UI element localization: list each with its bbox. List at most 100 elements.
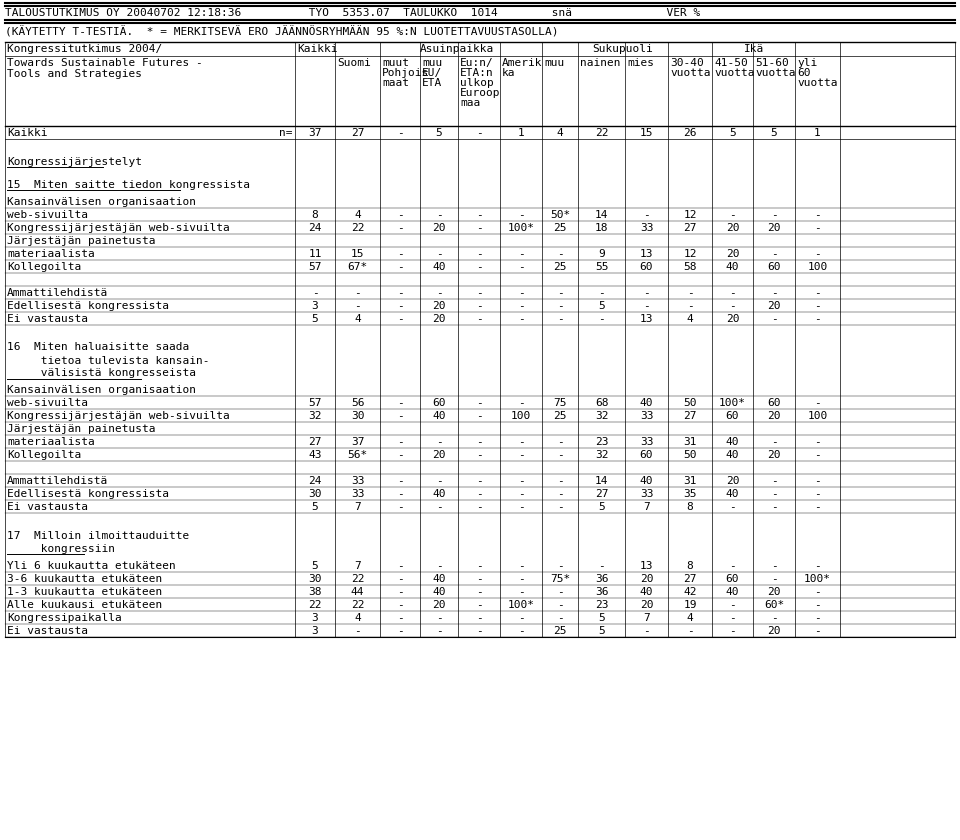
Text: 41-50: 41-50 [714, 58, 748, 68]
Text: 25: 25 [553, 412, 566, 422]
Text: web-sivuilta: web-sivuilta [7, 398, 88, 408]
Text: -: - [517, 314, 524, 324]
Text: -: - [814, 210, 821, 220]
Text: 5: 5 [598, 502, 605, 512]
Text: 14: 14 [595, 476, 609, 486]
Text: 5: 5 [598, 626, 605, 636]
Text: 33: 33 [639, 223, 653, 233]
Text: vuotta: vuotta [714, 68, 755, 78]
Text: 57: 57 [308, 262, 322, 272]
Text: -: - [354, 288, 361, 298]
Text: 4: 4 [686, 613, 693, 623]
Text: 68: 68 [595, 398, 609, 408]
Text: 14: 14 [595, 210, 609, 220]
Text: -: - [436, 626, 443, 636]
Text: -: - [475, 561, 482, 571]
Text: tietoa tulevista kansain-: tietoa tulevista kansain- [7, 355, 209, 365]
Text: 20: 20 [639, 600, 653, 610]
Text: 31: 31 [684, 476, 697, 486]
Text: -: - [814, 587, 821, 597]
Text: 3: 3 [312, 301, 319, 311]
Text: vuotta: vuotta [670, 68, 710, 78]
Text: -: - [517, 262, 524, 272]
Text: Kaikki: Kaikki [7, 128, 47, 138]
Text: -: - [475, 262, 482, 272]
Text: -: - [771, 314, 778, 324]
Text: -: - [396, 128, 403, 138]
Text: 27: 27 [684, 412, 697, 422]
Text: -: - [557, 561, 564, 571]
Text: 50: 50 [684, 398, 697, 408]
Text: -: - [814, 600, 821, 610]
Text: Yli 6 kuukautta etukäteen: Yli 6 kuukautta etukäteen [7, 561, 176, 571]
Text: Edellisestä kongressista: Edellisestä kongressista [7, 490, 169, 500]
Text: 60: 60 [432, 398, 445, 408]
Text: -: - [475, 587, 482, 597]
Text: 50*: 50* [550, 210, 570, 220]
Text: 27: 27 [684, 223, 697, 233]
Text: 40: 40 [432, 574, 445, 584]
Text: -: - [396, 561, 403, 571]
Text: -: - [771, 288, 778, 298]
Text: 32: 32 [595, 450, 609, 460]
Text: -: - [475, 223, 482, 233]
Text: 5: 5 [598, 613, 605, 623]
Text: Eu:n/: Eu:n/ [460, 58, 493, 68]
Text: Sukupuoli: Sukupuoli [592, 44, 654, 54]
Text: 33: 33 [639, 412, 653, 422]
Text: -: - [814, 438, 821, 448]
Text: Kollegoilta: Kollegoilta [7, 450, 82, 460]
Text: nainen: nainen [580, 58, 620, 68]
Text: 40: 40 [726, 587, 739, 597]
Text: 16  Miten haluaisitte saada: 16 Miten haluaisitte saada [7, 343, 189, 353]
Text: -: - [557, 502, 564, 512]
Text: -: - [517, 249, 524, 259]
Text: -: - [814, 288, 821, 298]
Text: 38: 38 [308, 587, 322, 597]
Text: Tools and Strategies: Tools and Strategies [7, 69, 142, 79]
Text: 100*: 100* [508, 600, 535, 610]
Text: -: - [436, 288, 443, 298]
Text: 100*: 100* [804, 574, 831, 584]
Text: -: - [396, 438, 403, 448]
Text: 60: 60 [767, 262, 780, 272]
Text: ETA:n: ETA:n [460, 68, 493, 78]
Text: 3: 3 [312, 626, 319, 636]
Text: 8: 8 [312, 210, 319, 220]
Text: -: - [475, 128, 482, 138]
Text: 1-3 kuukautta etukäteen: 1-3 kuukautta etukäteen [7, 587, 162, 597]
Text: -: - [354, 301, 361, 311]
Text: Kongressijärjestäjän web-sivuilta: Kongressijärjestäjän web-sivuilta [7, 412, 229, 422]
Text: ka: ka [502, 68, 516, 78]
Text: 33: 33 [350, 490, 364, 500]
Text: 30: 30 [308, 490, 322, 500]
Text: -: - [517, 561, 524, 571]
Text: 1: 1 [517, 128, 524, 138]
Text: -: - [643, 288, 650, 298]
Text: 5: 5 [312, 314, 319, 324]
Text: 23: 23 [595, 438, 609, 448]
Text: 32: 32 [308, 412, 322, 422]
Text: -: - [475, 476, 482, 486]
Text: 20: 20 [767, 626, 780, 636]
Text: -: - [475, 288, 482, 298]
Text: 60: 60 [639, 450, 653, 460]
Text: -: - [396, 600, 403, 610]
Text: -: - [557, 314, 564, 324]
Text: Asuinpaikka: Asuinpaikka [420, 44, 493, 54]
Text: 20: 20 [767, 412, 780, 422]
Text: -: - [517, 438, 524, 448]
Text: -: - [396, 262, 403, 272]
Text: 7: 7 [643, 502, 650, 512]
Text: 15: 15 [639, 128, 653, 138]
Text: -: - [730, 600, 736, 610]
Text: -: - [475, 412, 482, 422]
Text: -: - [517, 476, 524, 486]
Text: -: - [643, 301, 650, 311]
Text: 60: 60 [639, 262, 653, 272]
Text: 100*: 100* [719, 398, 746, 408]
Text: Suomi: Suomi [337, 58, 371, 68]
Text: 40: 40 [639, 398, 653, 408]
Text: 27: 27 [350, 128, 364, 138]
Text: -: - [396, 210, 403, 220]
